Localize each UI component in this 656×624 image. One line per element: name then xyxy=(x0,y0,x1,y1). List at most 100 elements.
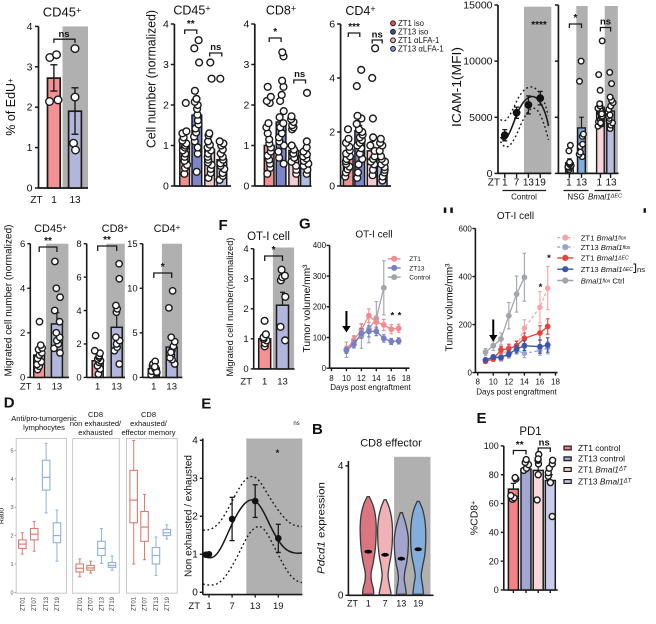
svg-text:ns: ns xyxy=(372,30,383,41)
svg-text:CD4+: CD4+ xyxy=(154,223,181,235)
svg-text:0: 0 xyxy=(322,364,327,373)
svg-text:0: 0 xyxy=(192,588,198,599)
svg-text:Anti/pro-tumorgenic: Anti/pro-tumorgenic xyxy=(11,414,77,423)
svg-text:***: *** xyxy=(348,22,360,33)
svg-text:CD8+: CD8+ xyxy=(102,223,129,235)
svg-text:10: 10 xyxy=(127,283,138,294)
svg-text:13: 13 xyxy=(166,382,177,393)
svg-text:CD8: CD8 xyxy=(88,410,103,419)
svg-text:*: * xyxy=(276,448,280,458)
svg-text:7: 7 xyxy=(383,599,388,609)
svg-text:Bmal1flox Ctrl: Bmal1flox Ctrl xyxy=(581,276,625,285)
svg-text:2: 2 xyxy=(243,100,249,112)
svg-text:*: * xyxy=(398,311,402,322)
svg-text:ZT01: ZT01 xyxy=(78,596,84,611)
svg-text:4: 4 xyxy=(192,436,198,447)
svg-text:4: 4 xyxy=(10,477,13,483)
svg-text:*: * xyxy=(273,27,277,38)
svg-text:ZT: ZT xyxy=(30,195,42,206)
svg-text:300: 300 xyxy=(313,272,327,281)
svg-text:2: 2 xyxy=(76,339,81,350)
svg-text:0: 0 xyxy=(467,368,472,377)
svg-text:%CD8+: %CD8+ xyxy=(469,501,481,535)
svg-text:ZT13 control: ZT13 control xyxy=(578,454,625,464)
svg-text:0: 0 xyxy=(487,168,493,180)
svg-text:8: 8 xyxy=(329,374,334,383)
svg-text:1: 1 xyxy=(163,140,169,152)
svg-text:G: G xyxy=(299,216,311,233)
svg-text:% of EdU+: % of EdU+ xyxy=(4,78,18,136)
svg-text:ZT13 iso: ZT13 iso xyxy=(398,28,429,37)
svg-text:15000: 15000 xyxy=(463,0,492,12)
svg-text:ICAM-1(MFI): ICAM-1(MFI) xyxy=(450,47,464,127)
svg-text:1: 1 xyxy=(262,377,267,388)
svg-text:1: 1 xyxy=(206,601,211,612)
svg-text:CD45+: CD45+ xyxy=(34,223,67,235)
svg-text:0: 0 xyxy=(243,364,248,375)
svg-text:OT-I cell: OT-I cell xyxy=(355,230,392,241)
svg-text:13: 13 xyxy=(605,178,617,189)
svg-text:1: 1 xyxy=(366,599,371,609)
svg-text:E: E xyxy=(477,410,487,427)
svg-text:6: 6 xyxy=(76,272,81,283)
svg-text:15: 15 xyxy=(127,239,138,250)
svg-text:ZT07: ZT07 xyxy=(143,596,149,611)
svg-text:ZT13: ZT13 xyxy=(44,596,50,611)
svg-text:600: 600 xyxy=(459,224,473,233)
svg-text:1: 1 xyxy=(566,178,572,189)
svg-text:400: 400 xyxy=(459,272,473,281)
svg-text:13: 13 xyxy=(277,377,288,388)
svg-text:13: 13 xyxy=(52,382,63,393)
svg-text:10: 10 xyxy=(342,374,351,383)
svg-text:2: 2 xyxy=(27,102,33,114)
svg-text:Tumor volume/mm³: Tumor volume/mm³ xyxy=(302,264,313,353)
svg-text:1: 1 xyxy=(27,142,33,154)
svg-text:0: 0 xyxy=(243,181,249,193)
svg-text:ZT13: ZT13 xyxy=(99,596,105,611)
svg-text:2: 2 xyxy=(192,512,198,523)
svg-text:F: F xyxy=(219,217,228,234)
svg-text:20: 20 xyxy=(489,556,499,566)
svg-text:6: 6 xyxy=(20,239,25,250)
svg-text:CD45+: CD45+ xyxy=(43,5,82,20)
svg-text:8: 8 xyxy=(475,378,480,387)
svg-text:*: * xyxy=(539,282,543,293)
svg-text:3: 3 xyxy=(243,59,249,71)
svg-text:ZT13 Bmal1flox: ZT13 Bmal1flox xyxy=(581,243,631,252)
svg-text:ZT1: ZT1 xyxy=(409,256,421,263)
svg-text:*: * xyxy=(390,311,394,322)
svg-text:ZT: ZT xyxy=(488,178,500,189)
svg-text:19: 19 xyxy=(535,178,547,189)
svg-text:0: 0 xyxy=(329,181,335,193)
svg-text:1: 1 xyxy=(243,334,248,345)
svg-text:ZT19: ZT19 xyxy=(110,596,116,611)
svg-text:3: 3 xyxy=(192,474,198,485)
svg-text:100: 100 xyxy=(313,333,327,342)
svg-text:Days post engraftment: Days post engraftment xyxy=(330,383,411,392)
svg-text:1: 1 xyxy=(502,178,508,189)
svg-text:exhausted/: exhausted/ xyxy=(130,419,168,428)
svg-text:ZT1 Bmal1ΔEC: ZT1 Bmal1ΔEC xyxy=(581,254,629,263)
svg-text:ZT13 Bmal1ΔEC: ZT13 Bmal1ΔEC xyxy=(581,265,634,274)
svg-text:19: 19 xyxy=(413,599,423,609)
svg-text:*: * xyxy=(272,245,276,256)
svg-text:10000: 10000 xyxy=(463,56,492,68)
svg-text:1: 1 xyxy=(192,550,198,561)
svg-text:Days post engraftment: Days post engraftment xyxy=(476,388,557,397)
svg-text:*: * xyxy=(161,262,165,273)
svg-text:ZT01: ZT01 xyxy=(132,596,138,611)
svg-text:CD45+: CD45+ xyxy=(173,4,210,18)
svg-text:Ratio: Ratio xyxy=(0,508,6,524)
svg-text:Tumor volume/mm³: Tumor volume/mm³ xyxy=(445,263,456,352)
svg-text:4: 4 xyxy=(20,283,25,294)
svg-text:1: 1 xyxy=(51,195,57,206)
svg-text:ns: ns xyxy=(637,265,645,274)
svg-text:**: ** xyxy=(516,440,524,451)
svg-text:non exhausted/: non exhausted/ xyxy=(70,419,122,428)
svg-text:effector memory: effector memory xyxy=(121,428,175,437)
svg-text:200: 200 xyxy=(313,303,327,312)
svg-text:ZT01: ZT01 xyxy=(20,596,26,611)
svg-text:Migrated cell number(normalize: Migrated cell number(normalized) xyxy=(225,238,236,377)
svg-text:4: 4 xyxy=(76,306,81,317)
svg-text:ZT1 Bmal1flox: ZT1 Bmal1flox xyxy=(581,234,627,243)
